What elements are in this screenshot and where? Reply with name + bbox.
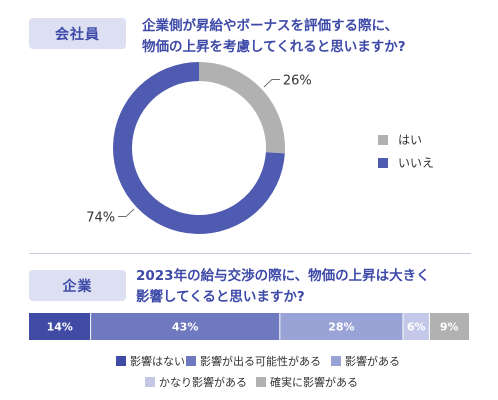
section1-question-line1: 企業側が昇給やボーナスを評価する際に、	[142, 18, 399, 34]
donut-value-label-1: 74%	[86, 210, 115, 225]
legend2-item-0: 影響はない	[116, 353, 185, 369]
legend2-label-3: かなり影響がある	[159, 376, 247, 389]
bar-segment-0	[29, 313, 91, 340]
donut-leader-line-1	[118, 208, 135, 217]
section2-question-line2: 影響してくると思いますか?	[136, 289, 305, 305]
legend2-swatch-1	[186, 356, 196, 366]
legend-item-yes: はい	[378, 131, 422, 148]
bar-value-label-0: 14%	[47, 321, 73, 334]
donut-chart: 26% 74%	[86, 62, 312, 235]
section1-question-line2: 物価の上昇を考慮してくれると思いますか?	[142, 39, 406, 55]
legend2-item-1: 影響が出る可能性がある	[186, 353, 321, 369]
legend-label-no: いいえ	[398, 156, 435, 170]
legend2-item-2: 影響がある	[331, 353, 400, 369]
legend2-label-0: 影響はない	[130, 355, 185, 368]
legend2-item-3: かなり影響がある	[145, 374, 247, 390]
legend2-label-1: 影響が出る可能性がある	[200, 355, 321, 368]
bar-segment-1	[90, 313, 280, 340]
bar-segment-3	[403, 313, 430, 340]
legend2-swatch-4	[256, 377, 266, 387]
legend2-item-4: 確実に影響がある	[256, 374, 358, 390]
section1-tag: 会社員	[29, 18, 126, 49]
legend2-label-2: 影響がある	[345, 355, 400, 368]
legend-swatch-no	[378, 157, 388, 168]
legend2-swatch-3	[145, 377, 155, 387]
bar-segment-2	[279, 313, 403, 340]
donut-value-label-0: 26%	[283, 74, 312, 89]
section-divider	[29, 253, 471, 254]
donut-leader-line-0	[263, 79, 280, 88]
legend2-swatch-0	[116, 356, 126, 366]
legend-item-no: いいえ	[378, 154, 434, 171]
bar-value-label-4: 9%	[440, 321, 459, 334]
bar-segment-4	[429, 313, 469, 340]
bar-value-label-2: 28%	[328, 321, 354, 334]
bar-value-label-3: 6%	[407, 321, 426, 334]
legend-label-yes: はい	[398, 133, 423, 147]
legend-swatch-yes	[378, 134, 388, 145]
legend2-label-4: 確実に影響がある	[270, 376, 358, 389]
stacked-bar-chart: 14% 43% 28% 6% 9%	[29, 313, 469, 340]
legend2-swatch-2	[331, 356, 341, 366]
section2-tag: 企業	[29, 270, 126, 301]
donut-slice-0	[199, 62, 285, 154]
bar-value-label-1: 43%	[172, 321, 198, 334]
section2-question-line1: 2023年の給与交渉の際に、物価の上昇は大きく	[136, 268, 430, 284]
